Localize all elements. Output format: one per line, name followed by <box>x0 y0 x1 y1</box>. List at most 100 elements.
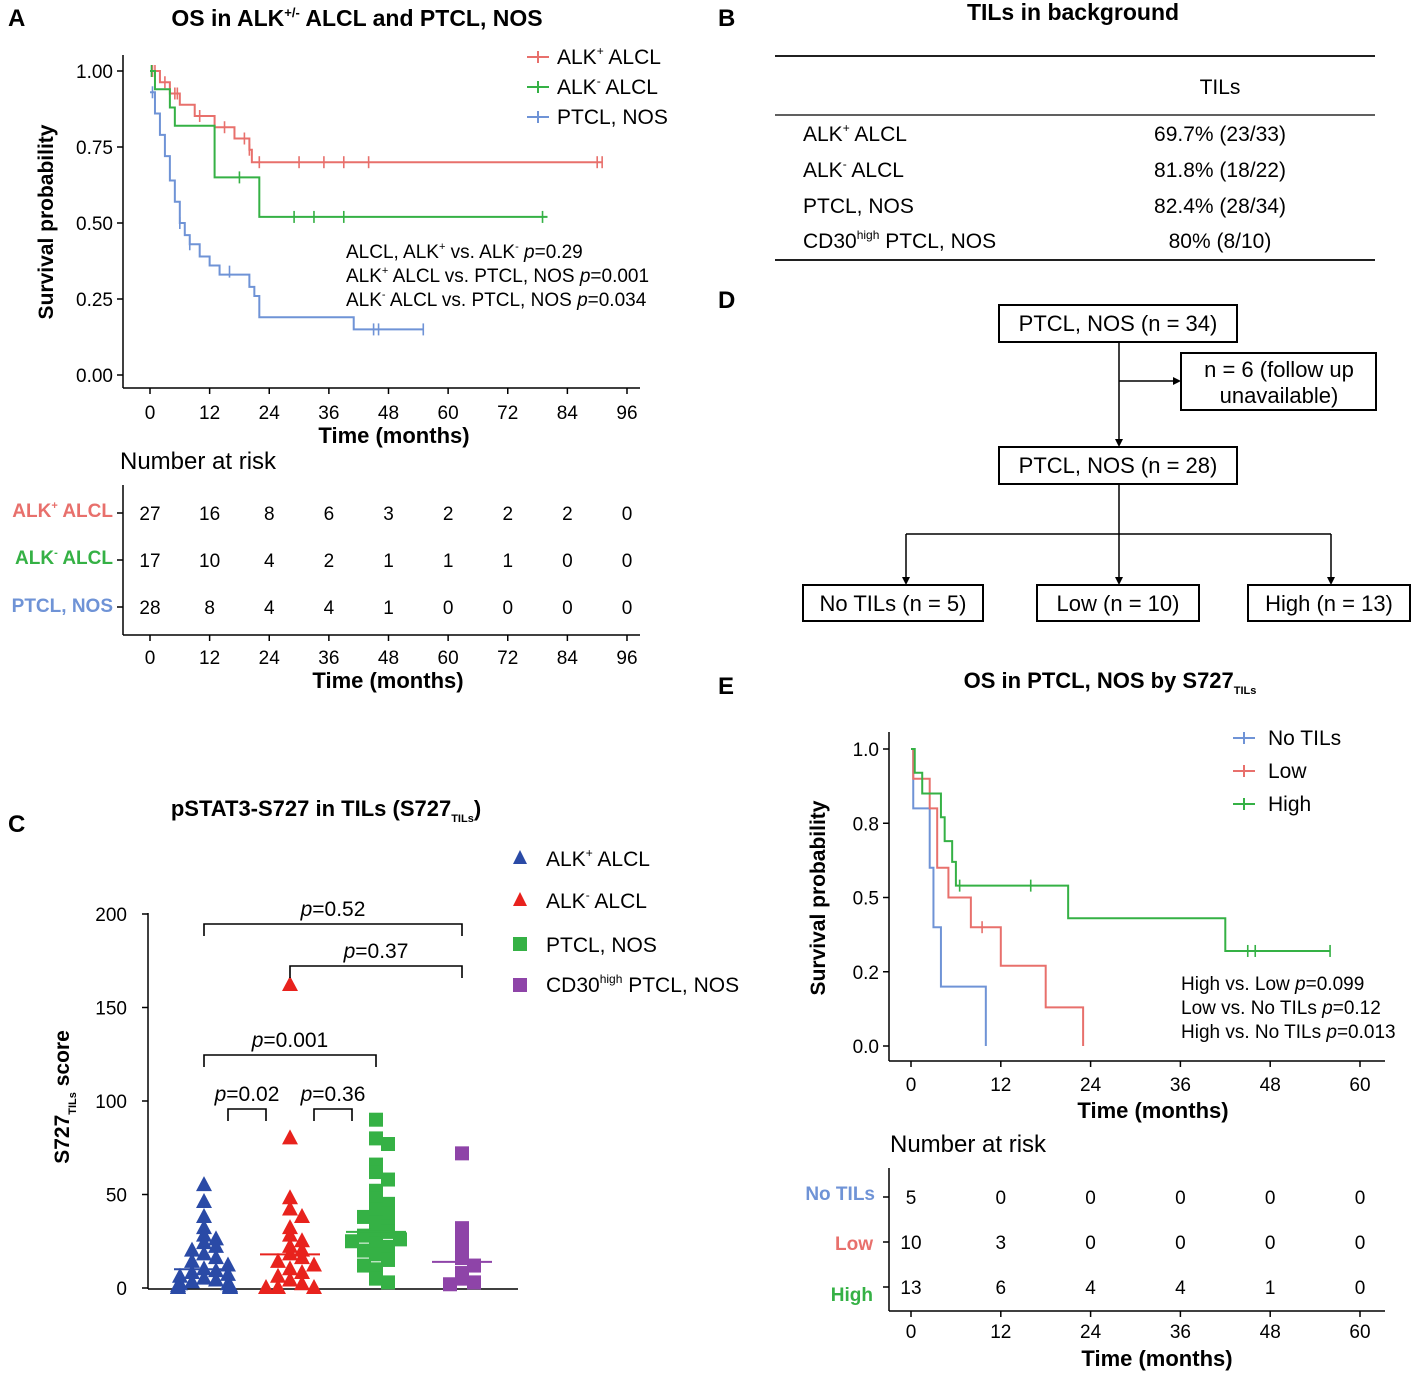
panel-b-row-value-3: 82.4% (28/34) <box>1154 195 1286 218</box>
panel-a-risk-label-ptcl: PTCL, NOS <box>12 596 113 617</box>
panel-e-risk-label-none: No TILs <box>805 1184 875 1205</box>
panel-e-risk-title: Number at risk <box>890 1131 1047 1158</box>
node-low <box>1036 584 1200 622</box>
panel-a-risk-label-alk-pos: ALK+ ALCL <box>12 500 113 522</box>
a-risk-cell: 4 <box>324 598 335 619</box>
c-point-ptcl-nos <box>357 1228 371 1243</box>
c-point-alk-alcl <box>294 1232 310 1248</box>
e-risk-cell: 0 <box>1355 1233 1366 1254</box>
c-bracket-label: p=0.37 <box>343 940 409 963</box>
panel-label-e: E <box>718 673 734 700</box>
c-point-ptcl-nos <box>369 1271 383 1286</box>
a-xtick-label: 60 <box>438 403 459 424</box>
panel-e-x-ticks: 0 12 24 36 48 60 <box>906 1061 1371 1096</box>
node-middle-label: PTCL, NOS (n = 28) <box>1019 453 1218 478</box>
panel-c-points <box>170 976 492 1294</box>
c-point-ptcl-nos <box>369 1202 383 1217</box>
legend-item-e-none: No TILs <box>1233 727 1341 750</box>
e-pvalue-2: Low vs. No TILs p=0.12 <box>1181 998 1381 1019</box>
panel-b-row-label-2: ALK- ALCL <box>803 157 904 182</box>
a-risk-cell: 1 <box>502 551 513 572</box>
c-point-alk-alcl <box>282 1189 298 1205</box>
panel-a-curves <box>150 65 603 336</box>
node-high <box>1247 584 1411 622</box>
e-ytick-label: 0.5 <box>853 889 879 910</box>
c-point-alk-alcl <box>184 1273 200 1289</box>
panel-b-row-label-1: ALK+ ALCL <box>803 121 907 146</box>
c-bracket <box>203 923 463 936</box>
c-point-alk-alcl <box>220 1256 236 1272</box>
a-risk-xtick-label: 60 <box>438 648 459 669</box>
c-point-ptcl-nos <box>381 1172 395 1187</box>
c-point-ptcl-nos <box>345 1234 359 1249</box>
panel-c-comparisons: p=0.52 p=0.37 p=0.001 p=0.02 p=0.36 <box>203 898 463 1121</box>
node-top <box>998 304 1238 343</box>
panel-b-row-label-3: PTCL, NOS <box>803 195 914 218</box>
c-point-cd30high-ptcl-nos <box>455 1146 469 1161</box>
a-risk-cell: 1 <box>443 551 454 572</box>
a-risk-cell: 8 <box>264 504 275 525</box>
panel-e-curves <box>911 748 1331 1046</box>
a-risk-cell: 2 <box>562 504 573 525</box>
panel-label-b: B <box>718 5 735 32</box>
c-point-ptcl-nos <box>393 1232 407 1247</box>
node-middle <box>998 446 1238 485</box>
e-risk-cell: 3 <box>996 1233 1007 1254</box>
c-point-alk-alcl <box>222 1279 238 1294</box>
c-point-alk-alcl <box>196 1260 212 1276</box>
a-risk-xtick-label: 12 <box>199 648 220 669</box>
legend-item-alk-pos: ALK+ ALCL <box>527 44 661 69</box>
a-risk-cell: 28 <box>139 598 160 619</box>
c-bracket-label: p=0.52 <box>300 898 366 921</box>
e-risk-cell: 0 <box>1355 1278 1366 1299</box>
c-ytick-label: 100 <box>95 1092 127 1113</box>
a-risk-cell: 17 <box>139 551 160 572</box>
legend-item-e-high: High <box>1233 793 1311 816</box>
c-point-alk-alcl <box>282 1271 298 1287</box>
panel-a-x-ticks: 0 12 24 36 48 60 72 84 96 <box>145 388 638 424</box>
a-risk-xtick-label: 72 <box>497 648 518 669</box>
a-risk-cell: 2 <box>502 504 513 525</box>
c-point-alk-alcl <box>294 1207 310 1223</box>
panel-label-a: A <box>8 5 25 32</box>
c-bracket-label: p=0.001 <box>251 1029 329 1052</box>
panel-e-y-ticks: 0.0 0.2 0.5 0.8 1.0 <box>853 740 889 1058</box>
panel-b-row-label-4: CD30high PTCL, NOS <box>803 228 996 253</box>
e-pvalue-1: High vs. Low p=0.099 <box>1181 974 1364 995</box>
pvalue-annotation-3: ALK- ALCL vs. PTCL, NOS p=0.034 <box>346 289 647 311</box>
panel-c-title: pSTAT3-S727 in TILs (S727TILs) <box>171 796 481 825</box>
c-point-alk-alcl <box>208 1249 224 1265</box>
panel-b-title: TILs in background <box>967 0 1179 25</box>
e-xtick-label: 48 <box>1260 1075 1281 1096</box>
c-point-cd30high-ptcl-nos <box>443 1277 457 1292</box>
a-risk-cell: 4 <box>264 551 275 572</box>
c-point-ptcl-nos <box>369 1191 383 1206</box>
e-ytick-label: 0.2 <box>853 963 879 984</box>
panel-b-row-value-2: 81.8% (18/22) <box>1154 159 1286 182</box>
c-point-ptcl-nos <box>381 1252 395 1267</box>
c-point-alk-alcl <box>196 1176 212 1192</box>
panel-e-legend: No TILs Low High <box>1233 727 1341 816</box>
c-point-ptcl-nos <box>357 1243 371 1258</box>
c-point-ptcl-nos <box>381 1137 395 1152</box>
c-point-cd30high-ptcl-nos <box>467 1258 481 1273</box>
e-risk-xtick-label: 24 <box>1080 1322 1102 1343</box>
node-high-label: High (n = 13) <box>1265 591 1393 616</box>
e-curve-high <box>911 748 1331 952</box>
legend-item-c-cd30: CD30high PTCL, NOS <box>513 972 739 997</box>
legend-item-c-alk-pos: ALK+ ALCL <box>513 846 650 871</box>
panel-d-flowchart <box>802 304 1411 622</box>
c-point-ptcl-nos <box>369 1165 383 1180</box>
svg-text:PTCL, NOS: PTCL, NOS <box>546 934 657 957</box>
a-xtick-label: 84 <box>557 403 579 424</box>
c-point-alk-alcl <box>294 1264 310 1280</box>
pvalue-annotation-1: ALCL, ALK+ vs. ALK- p=0.29 <box>346 241 583 263</box>
c-point-alk-alcl <box>220 1265 236 1281</box>
c-point-ptcl-nos <box>369 1236 383 1251</box>
panel-label-d: D <box>718 287 735 314</box>
panel-label-c: C <box>8 811 25 838</box>
node-none-label: No TILs (n = 5) <box>820 591 967 616</box>
e-risk-cell: 0 <box>1265 1233 1276 1254</box>
e-xtick-label: 36 <box>1170 1075 1191 1096</box>
